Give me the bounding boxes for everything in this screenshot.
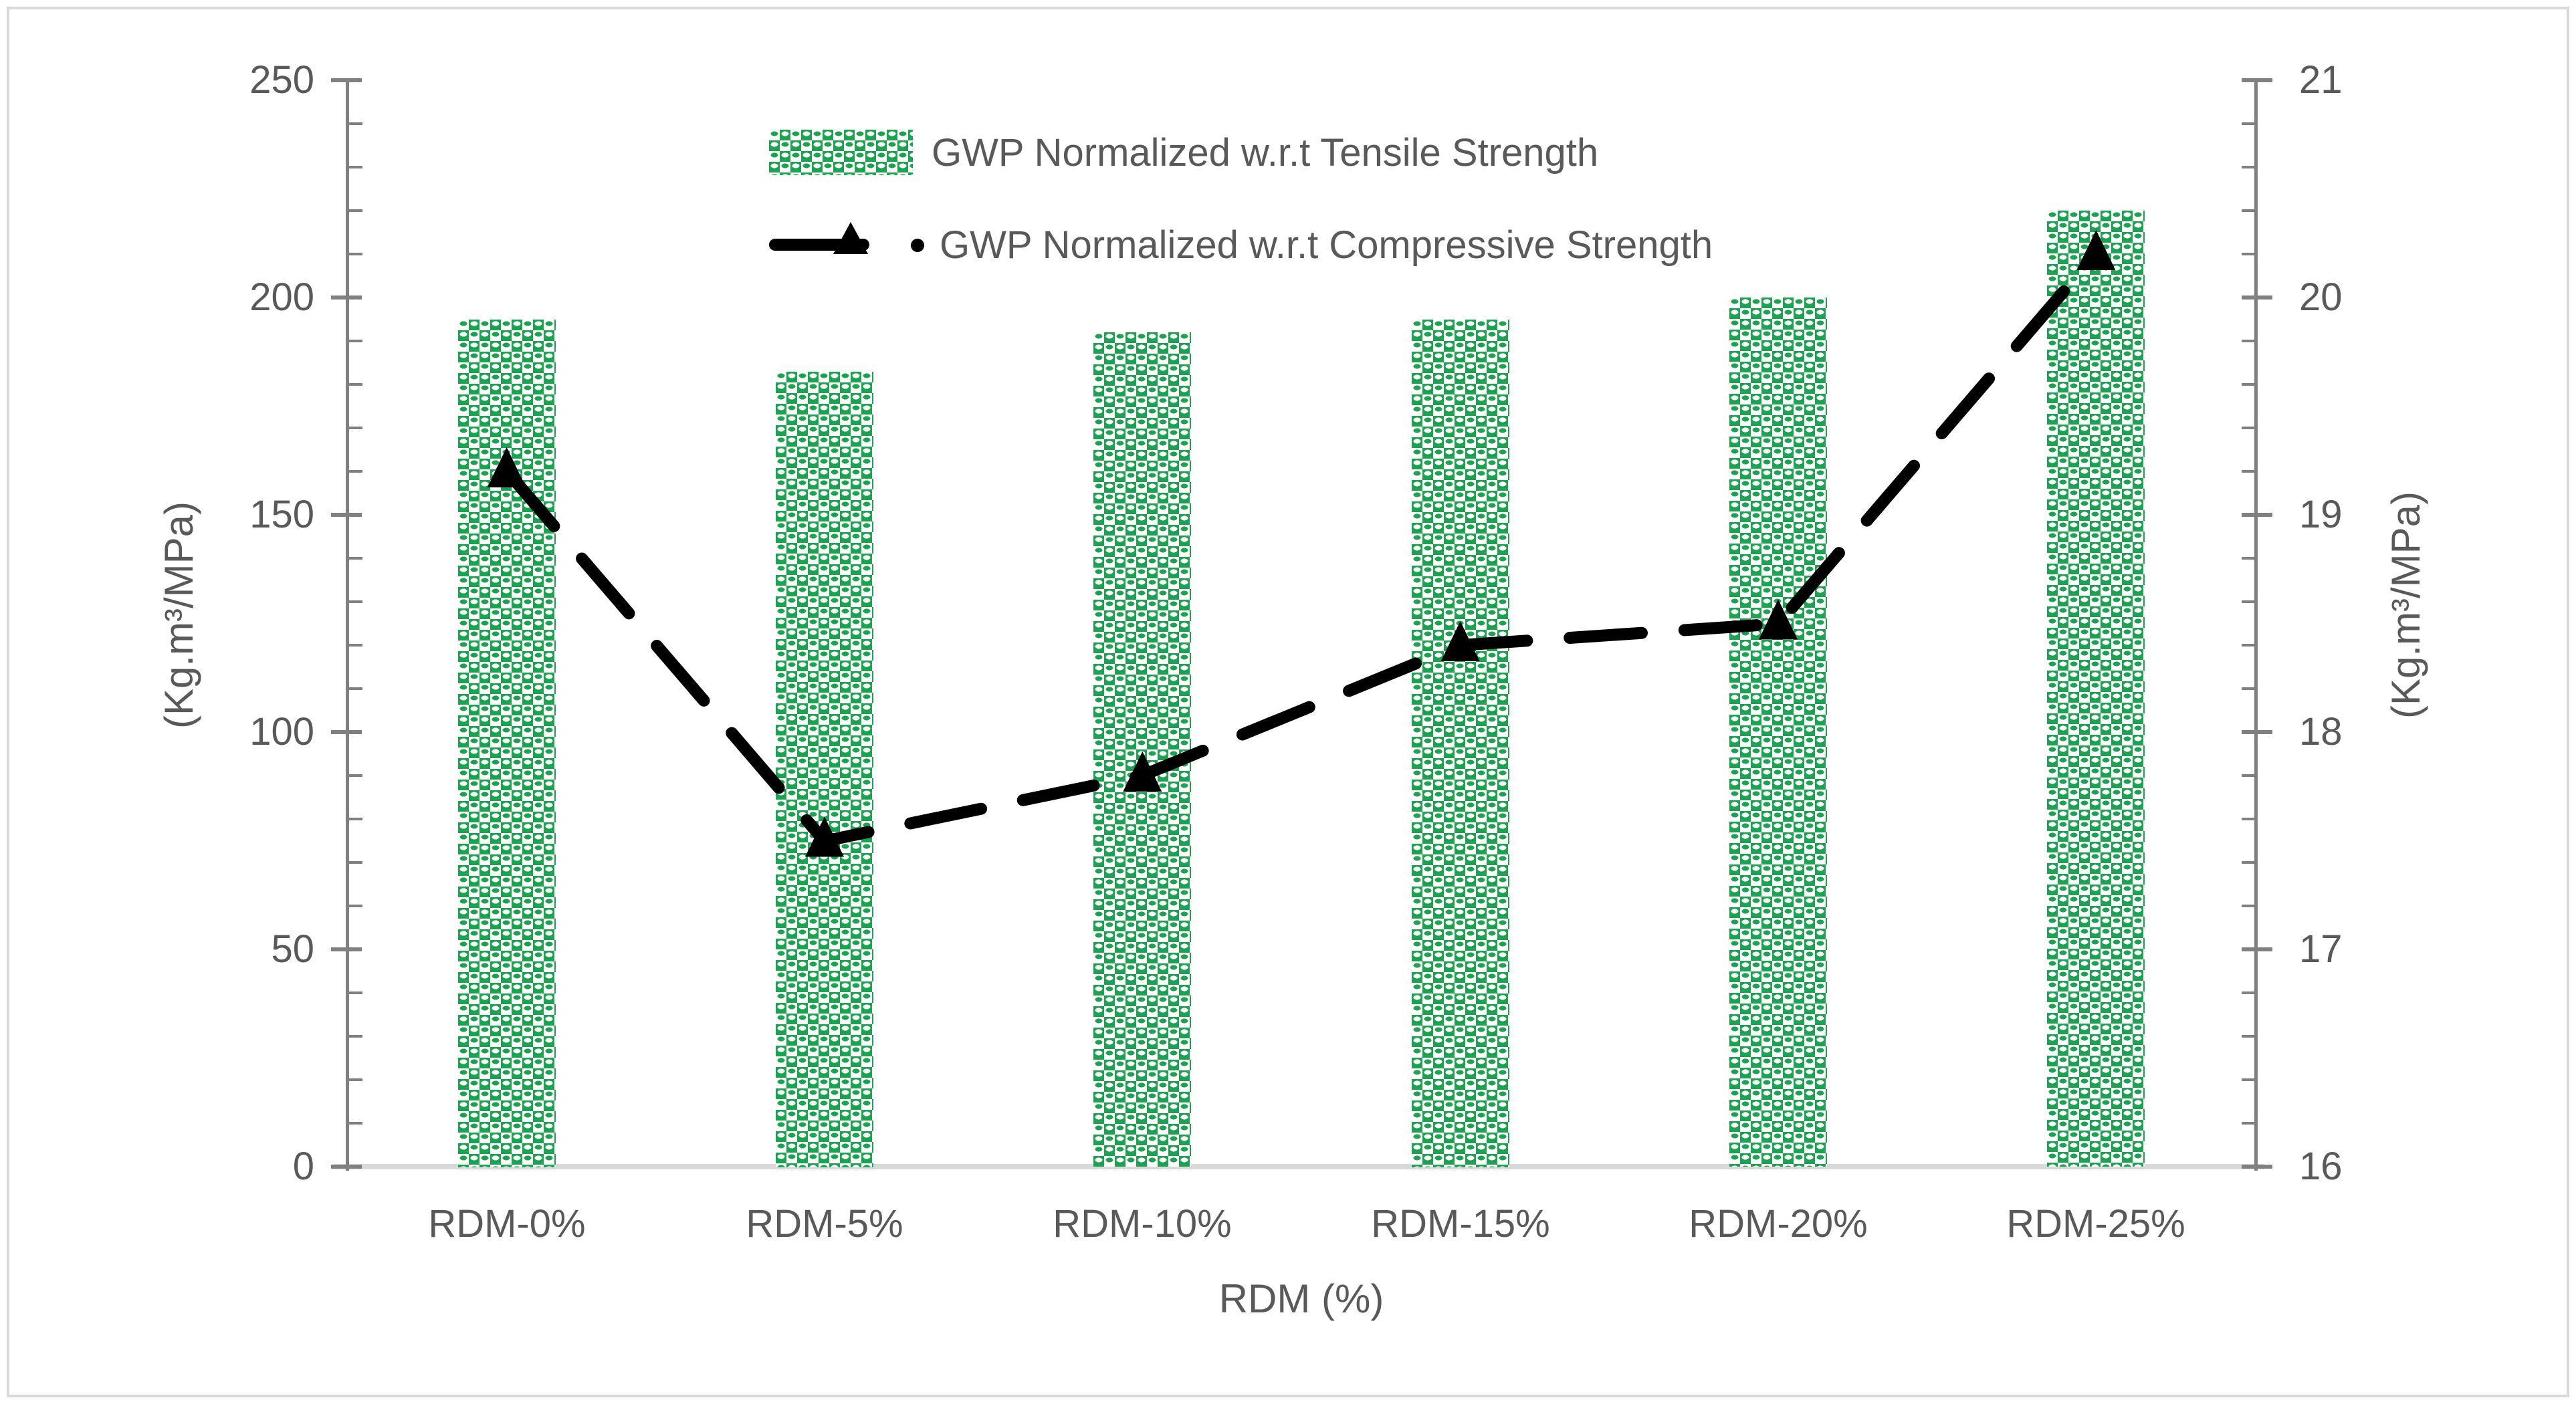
y-left-tick-label: 150 (249, 493, 314, 536)
y-axis-left-line (346, 79, 349, 1171)
y-left-major-tick (331, 78, 362, 82)
y-left-major-tick (331, 730, 362, 734)
y-left-minor-tick (349, 470, 362, 473)
y-right-minor-tick (2242, 557, 2255, 560)
legend-item-tensile: GWP Normalized w.r.t Tensile Strength (769, 128, 1598, 177)
y-left-minor-tick (349, 687, 362, 690)
figure-border (7, 7, 2569, 1397)
y-right-minor-tick (2242, 905, 2255, 907)
bar-RDM-10% (1093, 332, 1191, 1167)
y-left-minor-tick (349, 122, 362, 125)
legend-triangle-icon (833, 222, 868, 254)
y-left-minor-tick (349, 991, 362, 994)
x-tick-label-RDM-10%: RDM-10% (1053, 1202, 1232, 1246)
compressive-line-swatch-icon (769, 221, 926, 269)
y-right-minor-tick (2242, 644, 2255, 647)
y-right-minor-tick (2242, 166, 2255, 168)
x-tick-label-RDM-15%: RDM-15% (1371, 1202, 1550, 1246)
y-left-minor-tick (349, 1122, 362, 1125)
right-axis-title: (Kg.m³/MPa) (2383, 491, 2428, 719)
legend-dot-icon (911, 239, 924, 252)
y-right-minor-tick (2242, 600, 2255, 603)
y-left-tick-label: 250 (249, 58, 314, 102)
y-right-major-tick (2242, 947, 2272, 951)
y-right-major-tick (2242, 730, 2272, 734)
y-right-tick-label: 19 (2299, 493, 2343, 536)
y-left-tick-label: 50 (271, 927, 314, 971)
legend-label-compressive: GWP Normalized w.r.t Compressive Strengt… (940, 223, 1713, 267)
y-right-minor-tick (2242, 253, 2255, 255)
y-left-minor-tick (349, 818, 362, 820)
x-tick-label-RDM-25%: RDM-25% (2006, 1202, 2185, 1246)
left-axis-title: (Kg.m³/MPa) (156, 501, 201, 729)
y-left-minor-tick (349, 1078, 362, 1081)
y-right-minor-tick (2242, 774, 2255, 777)
y-right-minor-tick (2242, 991, 2255, 994)
y-left-major-tick (331, 1165, 362, 1169)
y-left-minor-tick (349, 557, 362, 560)
y-left-minor-tick (349, 774, 362, 777)
y-right-minor-tick (2242, 818, 2255, 820)
y-left-tick-label: 0 (292, 1145, 314, 1188)
bar-RDM-5% (776, 372, 873, 1167)
y-right-minor-tick (2242, 861, 2255, 864)
y-left-minor-tick (349, 905, 362, 907)
y-left-minor-tick (349, 253, 362, 255)
y-right-tick-label: 20 (2299, 275, 2343, 319)
y-left-minor-tick (349, 644, 362, 647)
y-left-minor-tick (349, 427, 362, 429)
y-right-major-tick (2242, 1165, 2272, 1169)
y-right-minor-tick (2242, 427, 2255, 429)
y-right-minor-tick (2242, 340, 2255, 342)
tensile-bar-swatch-icon (769, 130, 913, 175)
y-left-minor-tick (349, 209, 362, 212)
legend-label-tensile: GWP Normalized w.r.t Tensile Strength (932, 130, 1599, 174)
y-right-tick-label: 16 (2299, 1145, 2343, 1188)
y-left-major-tick (331, 296, 362, 300)
bar-RDM-25% (2047, 211, 2145, 1167)
y-left-minor-tick (349, 166, 362, 168)
y-right-tick-label: 17 (2299, 927, 2343, 971)
y-left-minor-tick (349, 340, 362, 342)
x-tick-label-RDM-5%: RDM-5% (746, 1202, 903, 1246)
x-axis-title: RDM (%) (1218, 1276, 1384, 1321)
y-left-minor-tick (349, 600, 362, 603)
y-left-minor-tick (349, 861, 362, 864)
y-right-minor-tick (2242, 383, 2255, 386)
y-right-major-tick (2242, 513, 2272, 517)
y-right-tick-label: 18 (2299, 710, 2343, 753)
bar-RDM-0% (458, 320, 556, 1167)
y-right-major-tick (2242, 296, 2272, 300)
y-right-minor-tick (2242, 1035, 2255, 1038)
y-left-major-tick (331, 513, 362, 517)
y-right-minor-tick (2242, 470, 2255, 473)
y-right-minor-tick (2242, 1122, 2255, 1125)
bar-RDM-15% (1412, 320, 1509, 1167)
y-right-minor-tick (2242, 122, 2255, 125)
legend-item-compressive: GWP Normalized w.r.t Compressive Strengt… (769, 221, 1713, 269)
compressive-dashed-line (501, 248, 2102, 848)
y-left-minor-tick (349, 1035, 362, 1038)
x-axis-line (333, 1164, 2264, 1169)
y-left-tick-label: 200 (249, 275, 314, 319)
y-right-minor-tick (2242, 209, 2255, 212)
y-right-minor-tick (2242, 687, 2255, 690)
y-right-tick-label: 21 (2299, 58, 2343, 102)
x-tick-label-RDM-0%: RDM-0% (428, 1202, 586, 1246)
y-right-major-tick (2242, 78, 2272, 82)
y-axis-right-line (2254, 79, 2258, 1171)
y-left-minor-tick (349, 383, 362, 386)
y-left-major-tick (331, 947, 362, 951)
y-left-tick-label: 100 (249, 710, 314, 753)
x-tick-label-RDM-20%: RDM-20% (1689, 1202, 1868, 1246)
bar-RDM-20% (1729, 298, 1827, 1167)
y-right-minor-tick (2242, 1078, 2255, 1081)
